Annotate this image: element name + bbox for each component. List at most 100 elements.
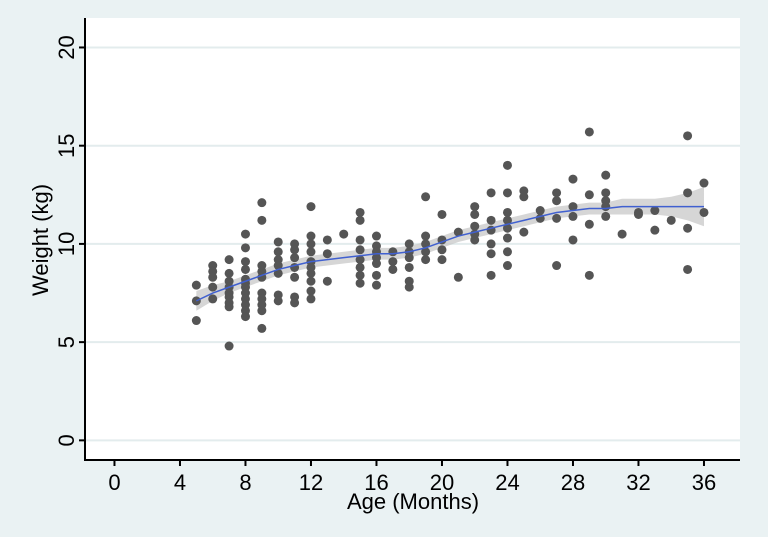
point: [306, 286, 316, 296]
point: [683, 131, 693, 141]
point: [290, 253, 300, 263]
point: [699, 207, 709, 217]
point: [240, 257, 250, 267]
x-tick-label: 24: [495, 470, 519, 495]
point: [437, 255, 447, 265]
point: [240, 264, 250, 274]
point: [306, 268, 316, 278]
point: [584, 219, 594, 229]
point: [273, 268, 283, 278]
point: [502, 233, 512, 243]
point: [224, 341, 234, 351]
point: [306, 247, 316, 257]
point: [601, 211, 611, 221]
point: [470, 202, 480, 212]
point: [552, 196, 562, 206]
point: [421, 192, 431, 202]
point: [633, 209, 643, 219]
point: [355, 207, 365, 217]
x-tick-label: 36: [692, 470, 716, 495]
plot-area: [85, 18, 740, 460]
point: [339, 229, 349, 239]
point: [502, 261, 512, 271]
x-tick-label: 12: [299, 470, 323, 495]
point: [453, 272, 463, 282]
point: [584, 127, 594, 137]
y-tick-label: 5: [54, 336, 79, 348]
point: [224, 255, 234, 265]
point: [404, 282, 414, 292]
point: [601, 202, 611, 212]
point: [306, 294, 316, 304]
point: [519, 227, 529, 237]
x-tick-label: 8: [239, 470, 251, 495]
point: [601, 188, 611, 198]
point: [502, 160, 512, 170]
point: [355, 245, 365, 255]
point: [666, 215, 676, 225]
point: [535, 206, 545, 216]
point: [404, 253, 414, 263]
point: [290, 245, 300, 255]
point: [388, 257, 398, 267]
point: [208, 294, 218, 304]
point: [322, 276, 332, 286]
x-tick-label: 20: [430, 470, 454, 495]
point: [502, 188, 512, 198]
point: [470, 221, 480, 231]
point: [306, 276, 316, 286]
point: [224, 302, 234, 312]
point: [257, 323, 267, 333]
point: [404, 239, 414, 249]
point: [322, 249, 332, 259]
point: [453, 227, 463, 237]
point: [552, 188, 562, 198]
point: [355, 235, 365, 245]
point: [355, 278, 365, 288]
point: [568, 202, 578, 212]
point: [240, 243, 250, 253]
point: [257, 215, 267, 225]
point: [306, 231, 316, 241]
point: [257, 306, 267, 316]
point: [240, 312, 250, 322]
point: [273, 261, 283, 271]
point: [208, 272, 218, 282]
point: [470, 235, 480, 245]
point: [552, 261, 562, 271]
point: [486, 239, 496, 249]
confidence-band: [196, 186, 704, 311]
point: [388, 247, 398, 257]
point: [502, 247, 512, 257]
point: [584, 270, 594, 280]
point: [273, 247, 283, 257]
point: [437, 209, 447, 219]
point: [486, 249, 496, 259]
point: [519, 192, 529, 202]
point: [191, 316, 201, 326]
point: [306, 202, 316, 212]
x-tick-label: 16: [364, 470, 388, 495]
point: [470, 209, 480, 219]
point: [502, 215, 512, 225]
point: [683, 264, 693, 274]
y-tick-label: 10: [54, 232, 79, 256]
point: [273, 237, 283, 247]
point: [486, 215, 496, 225]
point: [224, 268, 234, 278]
point: [355, 262, 365, 272]
point: [191, 280, 201, 290]
y-axis-label: Weight (kg): [28, 184, 53, 296]
point: [650, 225, 660, 235]
point: [404, 262, 414, 272]
point: [257, 198, 267, 208]
point: [584, 190, 594, 200]
point: [388, 264, 398, 274]
point: [371, 231, 381, 241]
point: [355, 215, 365, 225]
point: [421, 231, 431, 241]
point: [371, 270, 381, 280]
point: [208, 282, 218, 292]
